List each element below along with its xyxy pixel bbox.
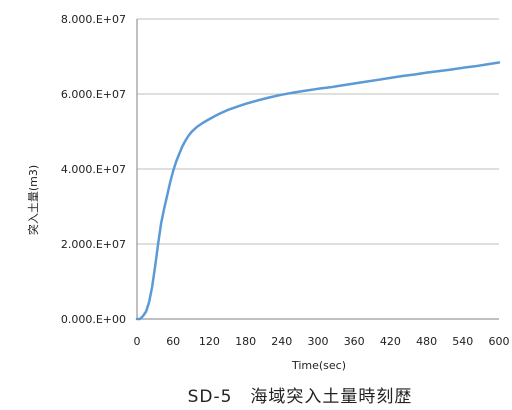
y-tick-label: 2.000.E+07 bbox=[61, 238, 126, 251]
x-tick-label: 180 bbox=[235, 335, 256, 348]
x-tick-label: 360 bbox=[344, 335, 365, 348]
x-tick-label: 120 bbox=[199, 335, 220, 348]
y-axis-title: 突入土量(m3) bbox=[26, 165, 40, 235]
x-tick-label: 480 bbox=[416, 335, 437, 348]
y-tick-label: 8.000.E+07 bbox=[61, 13, 126, 26]
x-tick-label: 600 bbox=[489, 335, 510, 348]
x-tick-label: 60 bbox=[166, 335, 180, 348]
axes bbox=[136, 19, 499, 320]
y-tick-label: 4.000.E+07 bbox=[61, 163, 126, 176]
x-tick-label: 420 bbox=[380, 335, 401, 348]
series bbox=[135, 61, 501, 321]
x-axis-title: Time(sec) bbox=[291, 359, 346, 372]
series-line-0 bbox=[135, 61, 501, 321]
x-tick-label: 540 bbox=[452, 335, 473, 348]
y-tick-label: 6.000.E+07 bbox=[61, 88, 126, 101]
y-tick-label: 0.000.E+00 bbox=[61, 313, 126, 326]
x-tick-label: 240 bbox=[271, 335, 292, 348]
grid-lines bbox=[137, 18, 499, 245]
x-tick-label: 0 bbox=[134, 335, 141, 348]
chart-title: SD-5 海域突入土量時刻歴 bbox=[188, 387, 413, 407]
x-tick-label: 300 bbox=[308, 335, 329, 348]
tick-labels: 0.000.E+00 2.000.E+07 4.000.E+07 6.000.E+07… bbox=[61, 13, 510, 348]
